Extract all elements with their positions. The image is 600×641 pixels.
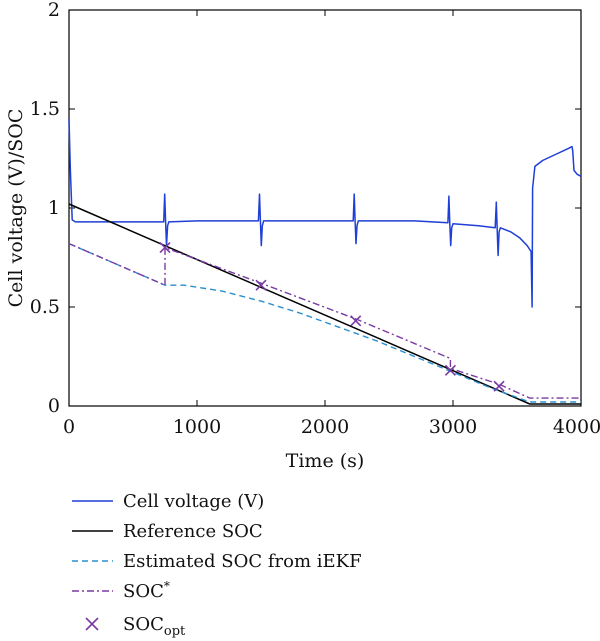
legend-label-reference-soc: Reference SOC	[123, 521, 263, 542]
y-tick-label: 0.5	[30, 296, 60, 318]
legend-soc-star-sup: *	[164, 579, 170, 593]
y-tick-label: 1.5	[30, 98, 60, 120]
legend-label-soc-star: SOC*	[123, 579, 170, 602]
x-axis-title: Time (s)	[286, 450, 365, 472]
legend-swatch-soc-opt-marker	[85, 617, 99, 631]
legend-label-soc-opt: SOCopt	[123, 614, 186, 639]
x-tick-label: 1000	[173, 416, 221, 438]
series-line-1	[68, 203, 581, 405]
legend-label-estimated-soc: Estimated SOC from iEKF	[123, 551, 362, 572]
legend-label-cell-voltage: Cell voltage (V)	[123, 491, 264, 512]
legend: Cell voltage (V) Reference SOC Estimated…	[72, 491, 362, 639]
plot-frame	[68, 9, 582, 407]
x-tick-label: 2000	[301, 416, 349, 438]
series-line-2	[68, 242, 581, 403]
y-tick-label: 1	[48, 197, 60, 219]
soc-opt-marker	[350, 315, 362, 327]
legend-soc-star-base: SOC	[123, 581, 164, 602]
series-line-0	[68, 118, 582, 308]
soc-opt-marker	[159, 242, 171, 254]
y-tick-label: 2	[48, 0, 60, 21]
x-tick-label: 3000	[429, 416, 477, 438]
marker-layer	[159, 242, 505, 392]
series-line-3	[68, 242, 581, 399]
soc-opt-marker	[493, 380, 505, 392]
x-tick-label: 0	[63, 416, 75, 438]
legend-soc-opt-sub: opt	[164, 624, 186, 639]
legend-soc-opt-base: SOC	[123, 614, 164, 635]
x-tick-label: 4000	[553, 416, 600, 438]
y-tick-label: 0	[48, 395, 60, 417]
series-layer	[68, 118, 582, 405]
soc-opt-marker	[255, 279, 267, 291]
soc-opt-marker	[444, 364, 457, 376]
y-axis-title: Cell voltage (V)/SOC	[5, 109, 27, 308]
ticks: 0 1000 2000 3000 4000 0 0.5 1 1.5 2	[30, 0, 600, 438]
